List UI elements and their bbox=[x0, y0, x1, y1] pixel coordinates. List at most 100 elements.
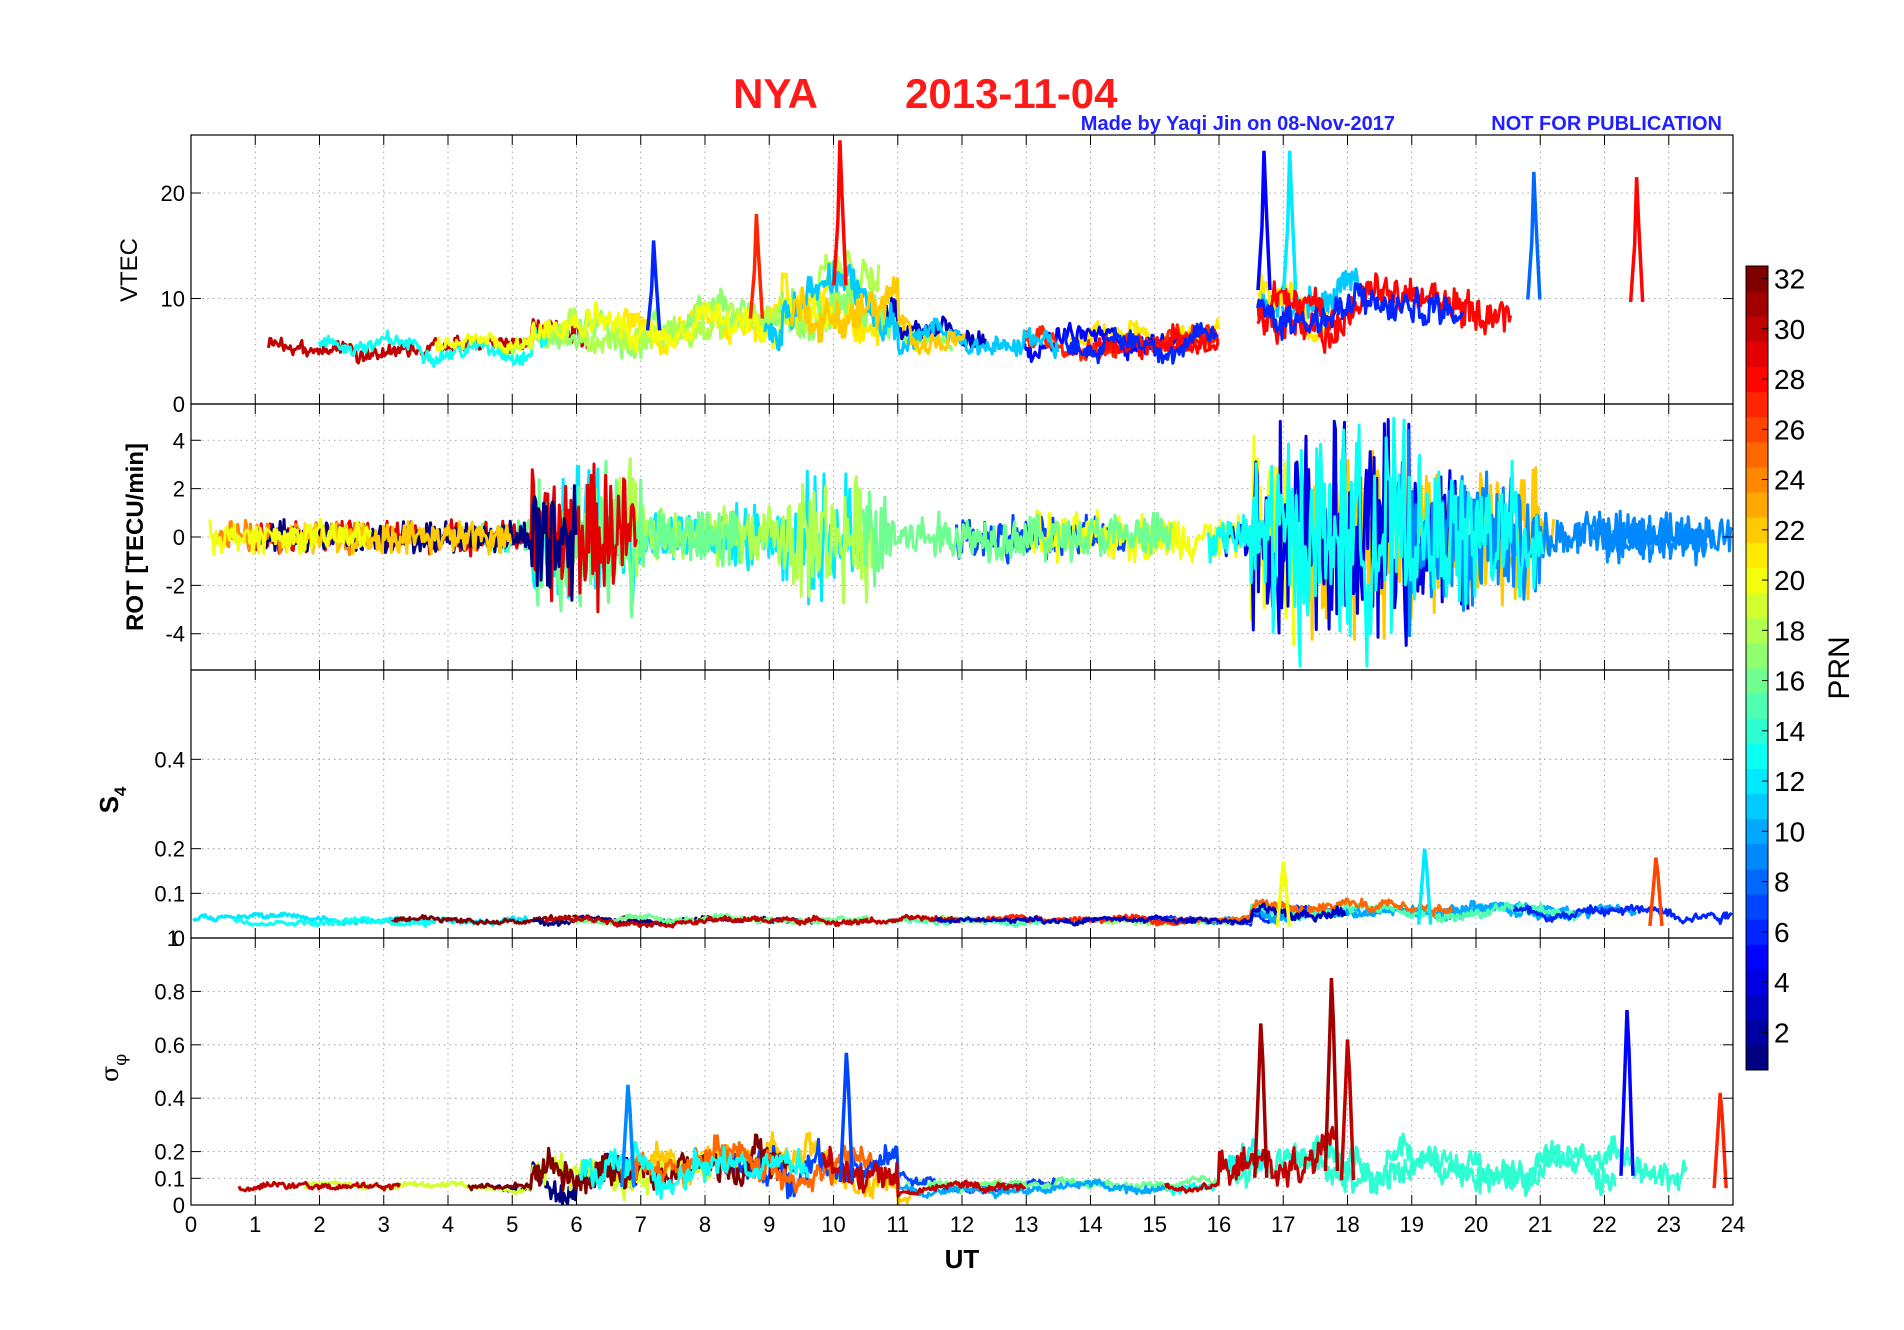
colorbar-label: PRN bbox=[1823, 636, 1856, 699]
colorbar-tick-label: 16 bbox=[1774, 666, 1805, 697]
colorbar-tick-label: 20 bbox=[1774, 565, 1805, 596]
sigma_phi-trace-prn bbox=[822, 1145, 1027, 1198]
colorbar-segment bbox=[1746, 919, 1768, 945]
colorbar-segment bbox=[1746, 291, 1768, 317]
colorbar-segment bbox=[1746, 542, 1768, 568]
colorbar-tick-label: 4 bbox=[1774, 967, 1790, 998]
x-tick-label: 5 bbox=[506, 1212, 518, 1237]
sigma_phi-peak-trace bbox=[1339, 1039, 1356, 1181]
vtec-ylabel: VTEC bbox=[116, 238, 143, 302]
colorbar-segment bbox=[1746, 693, 1768, 719]
sigma-phi-ylabel: σφ bbox=[96, 1054, 131, 1082]
s4-peak-trace bbox=[1416, 848, 1433, 925]
rot-trace-prn bbox=[1206, 416, 1545, 668]
colorbar-tick-label: 6 bbox=[1774, 917, 1790, 948]
sigma_phi-trace-prn bbox=[896, 1169, 1166, 1200]
rot-ylabel: ROT [TECU/min] bbox=[122, 443, 149, 631]
sigma_phi-ytick-label: 0.8 bbox=[154, 979, 185, 1004]
sigma_phi-trace-prn bbox=[578, 1140, 809, 1200]
s4-peak-trace bbox=[1648, 857, 1664, 927]
sigma-phi-panel: 00.10.2 0.4 0.6 0.8 σφ bbox=[96, 937, 1734, 1218]
x-tick-label: 22 bbox=[1592, 1212, 1616, 1237]
colorbar-segment bbox=[1746, 1044, 1768, 1071]
s4-trace-prn bbox=[566, 913, 872, 926]
sigma_phi-peak-trace bbox=[1619, 1010, 1635, 1176]
colorbar-tick-label: 18 bbox=[1774, 615, 1805, 646]
vtec-peak-trace bbox=[748, 214, 765, 319]
x-tick-label: 9 bbox=[763, 1212, 775, 1237]
colorbar-segment bbox=[1746, 718, 1768, 744]
sigma_phi-trace-prn bbox=[1303, 1135, 1688, 1197]
s4-trace-prn bbox=[232, 915, 432, 928]
s4-trace-prn bbox=[1512, 903, 1733, 926]
s4-frame bbox=[190, 669, 1734, 939]
x-tick-label: 12 bbox=[950, 1212, 974, 1237]
sigma-phi-axes: 00.10.2 0.4 0.6 0.8 bbox=[154, 937, 1734, 1218]
colorbar-segment bbox=[1746, 743, 1768, 769]
sigma_phi-ytick-label: 0.1 bbox=[154, 1166, 185, 1191]
sigma_phi-peak-trace bbox=[1712, 1092, 1728, 1189]
vtec-peak-trace bbox=[1281, 150, 1298, 291]
x-axis-ticks: 0 1 2 3 4 5 6 7 8 9 10 11 12 13 14 15 16 17 18 19 20 21 22 23 24 bbox=[185, 1212, 1745, 1237]
s4-axes: 0 0.1 0.2 0.4 1 bbox=[154, 669, 1734, 951]
x-tick-label: 20 bbox=[1464, 1212, 1488, 1237]
vtec-panel: 0 10 20 VTEC bbox=[116, 134, 1734, 417]
s4-ytick-label: 0.1 bbox=[154, 881, 185, 906]
chart-title-station: NYA bbox=[733, 70, 818, 117]
x-tick-label: 3 bbox=[378, 1212, 390, 1237]
s4-extra-tick-label: 1 bbox=[167, 926, 179, 951]
s4-ytick-label: 0.2 bbox=[154, 837, 185, 862]
x-tick-label: 19 bbox=[1400, 1212, 1424, 1237]
x-tick-label: 15 bbox=[1143, 1212, 1167, 1237]
s4-trace-prn bbox=[544, 913, 961, 929]
vtec-ytick-label: 0 bbox=[173, 392, 185, 417]
rot-ytick-label: 2 bbox=[173, 477, 185, 502]
colorbar-tick-label: 32 bbox=[1774, 264, 1805, 295]
vtec-axes: 0 10 20 bbox=[161, 134, 1734, 417]
vtec-peak-trace bbox=[1526, 171, 1542, 300]
sigma_phi-ytick-label: 0 bbox=[173, 1193, 185, 1218]
x-tick-label: 0 bbox=[185, 1212, 197, 1237]
vtec-trace-prn bbox=[1094, 323, 1220, 361]
rot-trace-prn bbox=[608, 457, 875, 605]
x-tick-label: 1 bbox=[249, 1212, 261, 1237]
x-tick-label: 6 bbox=[570, 1212, 582, 1237]
sigma_phi-peak-trace bbox=[838, 1052, 855, 1183]
x-tick-label: 17 bbox=[1271, 1212, 1295, 1237]
rot-trace-prn bbox=[861, 490, 1173, 588]
rot-traces bbox=[208, 416, 1733, 668]
sigma_phi-trace-prn bbox=[1164, 1125, 1337, 1194]
colorbar-segment bbox=[1746, 818, 1768, 845]
x-tick-label: 8 bbox=[699, 1212, 711, 1237]
s4-traces bbox=[192, 848, 1733, 929]
rot-ytick-label: -4 bbox=[165, 622, 185, 647]
vtec-grid bbox=[191, 135, 1733, 404]
x-tick-label: 4 bbox=[442, 1212, 454, 1237]
vtec-trace-prn bbox=[884, 296, 987, 349]
colorbar-segment bbox=[1746, 869, 1768, 895]
x-tick-label: 14 bbox=[1078, 1212, 1102, 1237]
colorbar-segment bbox=[1746, 517, 1768, 543]
s4-panel: 0 0.1 0.2 0.4 1 S4 bbox=[94, 669, 1734, 951]
sigma_phi-ytick-label: 0.4 bbox=[154, 1086, 185, 1111]
vtec-trace-prn bbox=[1063, 322, 1219, 365]
x-tick-label: 13 bbox=[1014, 1212, 1038, 1237]
x-tick-label: 21 bbox=[1528, 1212, 1552, 1237]
colorbar-segment bbox=[1746, 843, 1768, 870]
vtec-peak-trace bbox=[645, 240, 662, 331]
x-tick-label: 18 bbox=[1335, 1212, 1359, 1237]
x-tick-label: 16 bbox=[1207, 1212, 1231, 1237]
sigma_phi-ytick-label: 0.6 bbox=[154, 1033, 185, 1058]
rot-ytick-label: -2 bbox=[165, 573, 185, 598]
s4-ytick-label: 0.4 bbox=[154, 747, 185, 772]
s4-ytick-label: 0 bbox=[173, 926, 185, 951]
x-tick-label: 24 bbox=[1721, 1212, 1745, 1237]
vtec-peak-trace bbox=[832, 140, 848, 286]
vtec-traces bbox=[267, 140, 1645, 368]
colorbar-segment bbox=[1746, 341, 1768, 367]
rot-ytick-label: 4 bbox=[173, 428, 185, 453]
colorbar-segment bbox=[1746, 1019, 1768, 1046]
x-tick-label: 2 bbox=[313, 1212, 325, 1237]
colorbar-segment bbox=[1746, 969, 1768, 996]
